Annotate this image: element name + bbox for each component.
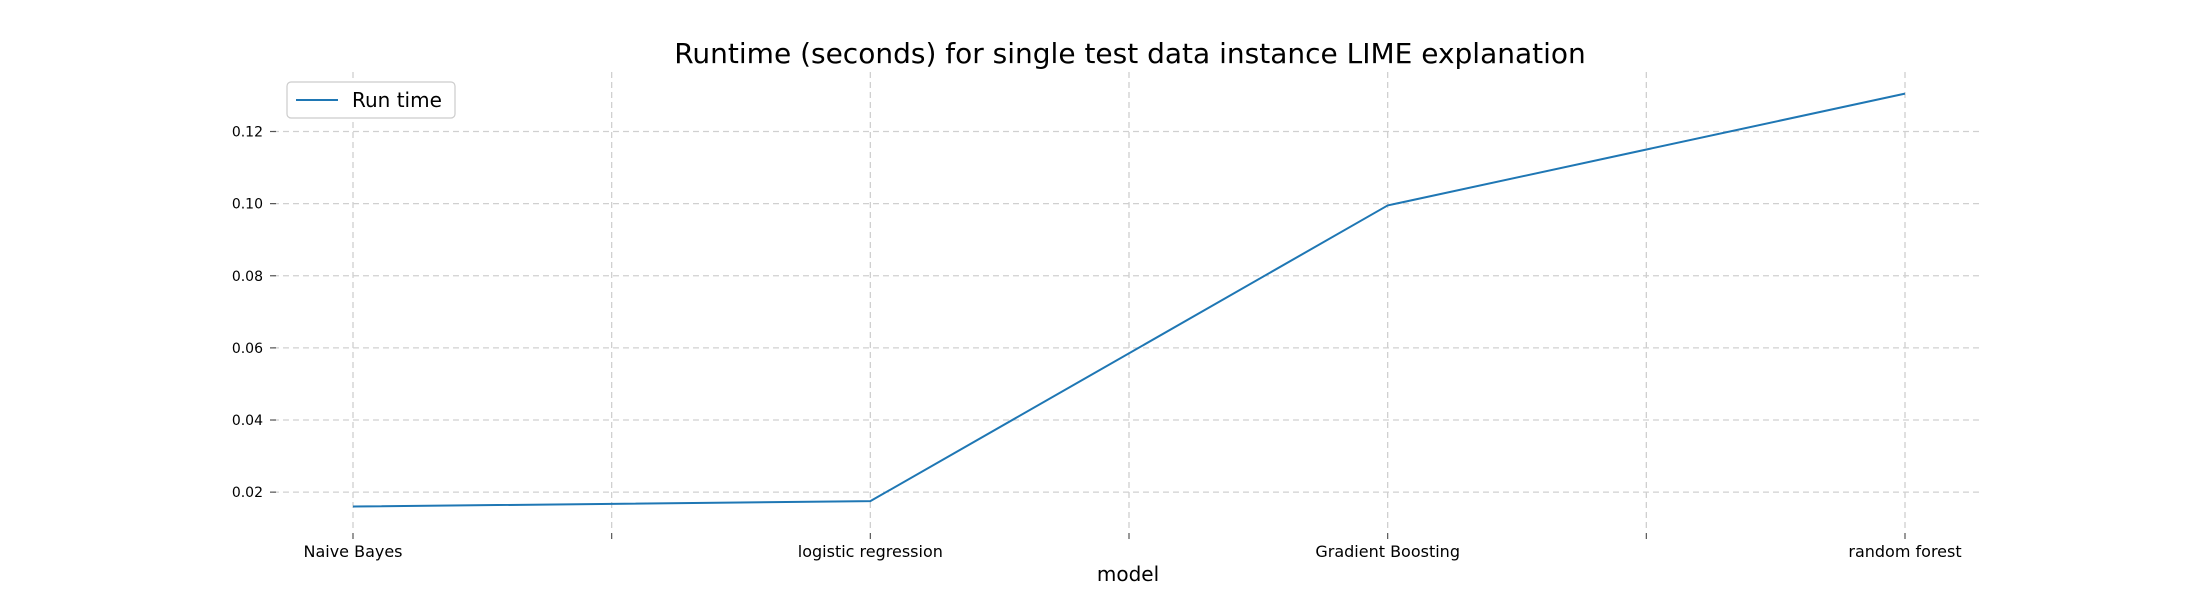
y-tick-label: 0.04 bbox=[232, 413, 263, 429]
axis-ticks: 0.02 0.04 0.06 0.08 0.10 0.12 Naive Bayes logis… bbox=[232, 125, 1962, 561]
y-tick-label: 0.10 bbox=[232, 197, 263, 213]
y-tick-label: 0.02 bbox=[232, 485, 263, 501]
legend: Run time bbox=[286, 81, 456, 119]
y-tick-label: 0.12 bbox=[232, 125, 263, 141]
x-tick-label: random forest bbox=[1848, 542, 1961, 561]
legend-box bbox=[286, 81, 456, 119]
y-tick-label: 0.08 bbox=[232, 269, 263, 285]
x-tick-label: Naive Bayes bbox=[303, 542, 402, 561]
series-layer bbox=[352, 92, 1906, 508]
legend-label-run-time: Run time bbox=[352, 88, 442, 112]
series-line-run-time bbox=[352, 92, 1906, 508]
x-tick-label: logistic regression bbox=[798, 542, 943, 561]
x-tick-label: Gradient Boosting bbox=[1315, 542, 1460, 561]
chart-title: Runtime (seconds) for single test data i… bbox=[674, 37, 1586, 70]
x-axis-label: model bbox=[1097, 562, 1159, 586]
y-tick-label: 0.06 bbox=[232, 341, 263, 357]
grid bbox=[273, 72, 1983, 530]
